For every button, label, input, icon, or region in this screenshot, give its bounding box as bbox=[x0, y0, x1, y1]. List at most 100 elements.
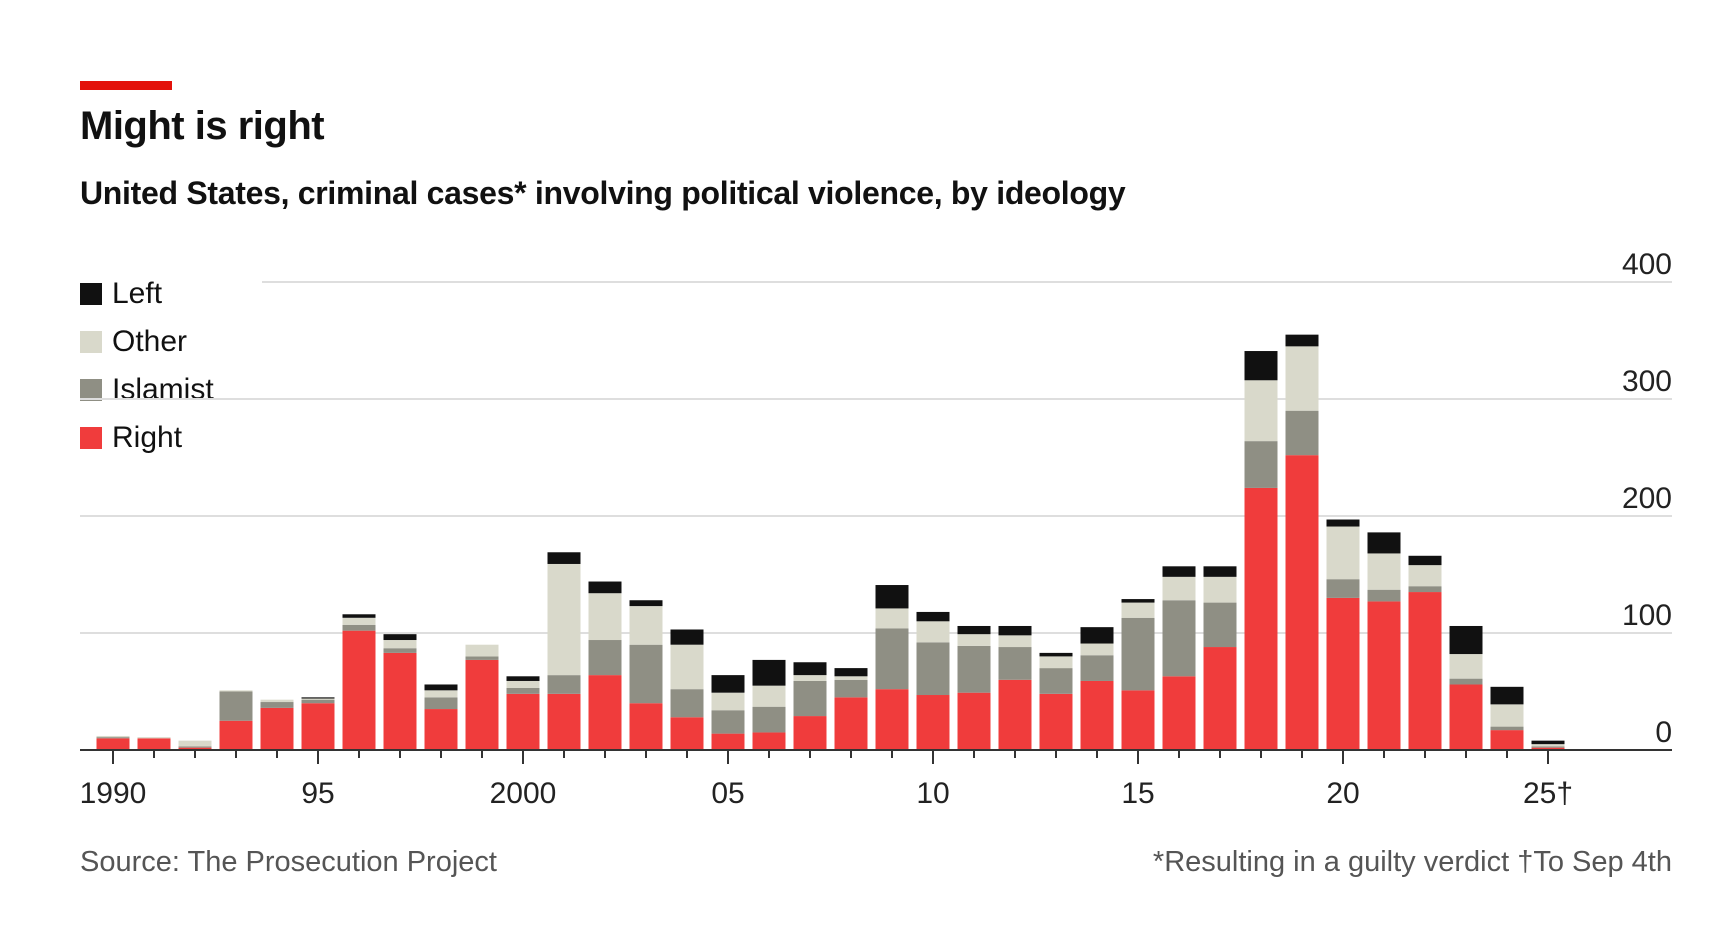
bar-segment-left bbox=[424, 684, 458, 691]
bar-segment-right bbox=[1203, 647, 1237, 750]
bar-segment-islamist bbox=[547, 675, 581, 694]
chart-title: Might is right bbox=[80, 104, 325, 148]
bar-segment-right bbox=[424, 709, 458, 750]
bar-segment-other bbox=[1285, 346, 1319, 411]
bar-segment-right bbox=[1121, 690, 1155, 750]
bar-segment-islamist bbox=[1080, 655, 1114, 681]
footnote: *Resulting in a guilty verdict †To Sep 4… bbox=[1152, 846, 1672, 878]
bar-segment-left bbox=[1203, 566, 1237, 577]
bar-segment-right bbox=[96, 738, 130, 750]
legend: Left Other Islamist Right bbox=[80, 270, 214, 462]
bar-segment-left bbox=[1285, 334, 1319, 347]
bar-segment-other bbox=[1203, 576, 1237, 603]
bar-segment-left bbox=[1367, 532, 1401, 554]
bar-segment-islamist bbox=[1162, 600, 1196, 677]
bar-segment-left bbox=[834, 668, 868, 677]
bar-segment-other bbox=[875, 608, 909, 629]
y-tick-label: 200 bbox=[1622, 482, 1672, 515]
bar-segment-right bbox=[834, 697, 868, 750]
bar-segment-islamist bbox=[875, 628, 909, 690]
y-tick-label: 100 bbox=[1622, 599, 1672, 632]
bar-segment-islamist bbox=[670, 689, 704, 718]
bar-segment-other bbox=[588, 593, 622, 641]
bar-segment-right bbox=[588, 675, 622, 750]
bar-segment-left bbox=[793, 662, 827, 676]
bar-segment-islamist bbox=[752, 706, 786, 733]
bar-segment-islamist bbox=[1490, 726, 1524, 731]
x-tick-label: 10 bbox=[916, 777, 949, 810]
bar-segment-right bbox=[1531, 747, 1565, 750]
bar-segment-islamist bbox=[506, 687, 540, 694]
x-tick-label: 20 bbox=[1326, 777, 1359, 810]
bar-segment-islamist bbox=[342, 624, 376, 631]
bar-segment-other bbox=[383, 640, 417, 649]
bar-segment-islamist bbox=[219, 691, 253, 721]
legend-label-other: Other bbox=[112, 325, 188, 358]
bar-segment-other bbox=[342, 617, 376, 625]
bar-segment-left bbox=[1039, 652, 1073, 657]
bar-segment-left bbox=[588, 581, 622, 594]
bar-segment-islamist bbox=[1203, 602, 1237, 648]
bar-segment-right bbox=[629, 703, 663, 750]
bar-segment-right bbox=[793, 716, 827, 750]
bar-segment-other bbox=[752, 685, 786, 707]
bar-segment-other bbox=[629, 606, 663, 645]
bar-segment-other bbox=[1531, 744, 1565, 747]
legend-swatch-left bbox=[80, 283, 102, 305]
bar-segment-right bbox=[1449, 684, 1483, 750]
bar-segment-right bbox=[465, 659, 499, 750]
bar-segment-right bbox=[547, 693, 581, 750]
bar-segment-other bbox=[219, 690, 253, 692]
bar-segment-left bbox=[916, 611, 950, 622]
x-tick-label: 05 bbox=[711, 777, 744, 810]
bar-segment-islamist bbox=[1531, 746, 1565, 748]
bar-segment-right bbox=[178, 747, 212, 750]
bar-segment-islamist bbox=[916, 642, 950, 696]
legend-item-other: Other bbox=[80, 318, 214, 366]
bar-segment-other bbox=[1121, 602, 1155, 618]
bar-segment-left bbox=[875, 585, 909, 609]
bar-segment-right bbox=[137, 738, 171, 750]
bar-segment-islamist bbox=[1367, 589, 1401, 602]
x-tick-label: 1990 bbox=[80, 777, 147, 810]
bar-segment-other bbox=[260, 699, 294, 703]
bar-segment-other bbox=[1490, 704, 1524, 727]
bar-segment-islamist bbox=[465, 656, 499, 660]
x-tick-label: 25† bbox=[1523, 777, 1573, 810]
bar-segment-other bbox=[1449, 654, 1483, 679]
bar-segment-right bbox=[1490, 730, 1524, 750]
bar-segment-right bbox=[916, 695, 950, 750]
bar-segment-islamist bbox=[834, 679, 868, 698]
bar-segment-other bbox=[137, 737, 171, 739]
bar-segment-islamist bbox=[957, 645, 991, 693]
bar-segment-left bbox=[998, 625, 1032, 636]
bar-segment-other bbox=[834, 676, 868, 680]
legend-item-left: Left bbox=[80, 270, 214, 318]
accent-bar bbox=[80, 81, 172, 90]
bar-segment-other bbox=[1408, 565, 1442, 587]
bar-segment-islamist bbox=[424, 697, 458, 710]
bar-segment-left bbox=[1408, 555, 1442, 566]
bar-segment-other bbox=[670, 644, 704, 690]
y-tick-label: 0 bbox=[1655, 716, 1672, 749]
bar-segment-left bbox=[1326, 519, 1360, 527]
legend-label-left: Left bbox=[112, 277, 163, 310]
bar-segment-other bbox=[506, 680, 540, 688]
legend-swatch-other bbox=[80, 331, 102, 353]
bar-segment-right bbox=[1408, 592, 1442, 750]
bar-segment-left bbox=[670, 629, 704, 645]
bar-segment-left bbox=[506, 676, 540, 681]
bar-segment-right bbox=[875, 689, 909, 750]
bar-segment-other bbox=[465, 644, 499, 657]
bar-segment-islamist bbox=[96, 737, 130, 739]
bar-segment-right bbox=[219, 720, 253, 750]
bar-segment-right bbox=[506, 693, 540, 750]
legend-swatch-right bbox=[80, 427, 102, 449]
bar-segment-left bbox=[1531, 740, 1565, 745]
bar-segment-other bbox=[424, 690, 458, 698]
bar-segment-islamist bbox=[383, 648, 417, 653]
bar-segment-islamist bbox=[1408, 586, 1442, 593]
bar-segment-other bbox=[96, 735, 130, 738]
bar-segment-left bbox=[957, 625, 991, 635]
